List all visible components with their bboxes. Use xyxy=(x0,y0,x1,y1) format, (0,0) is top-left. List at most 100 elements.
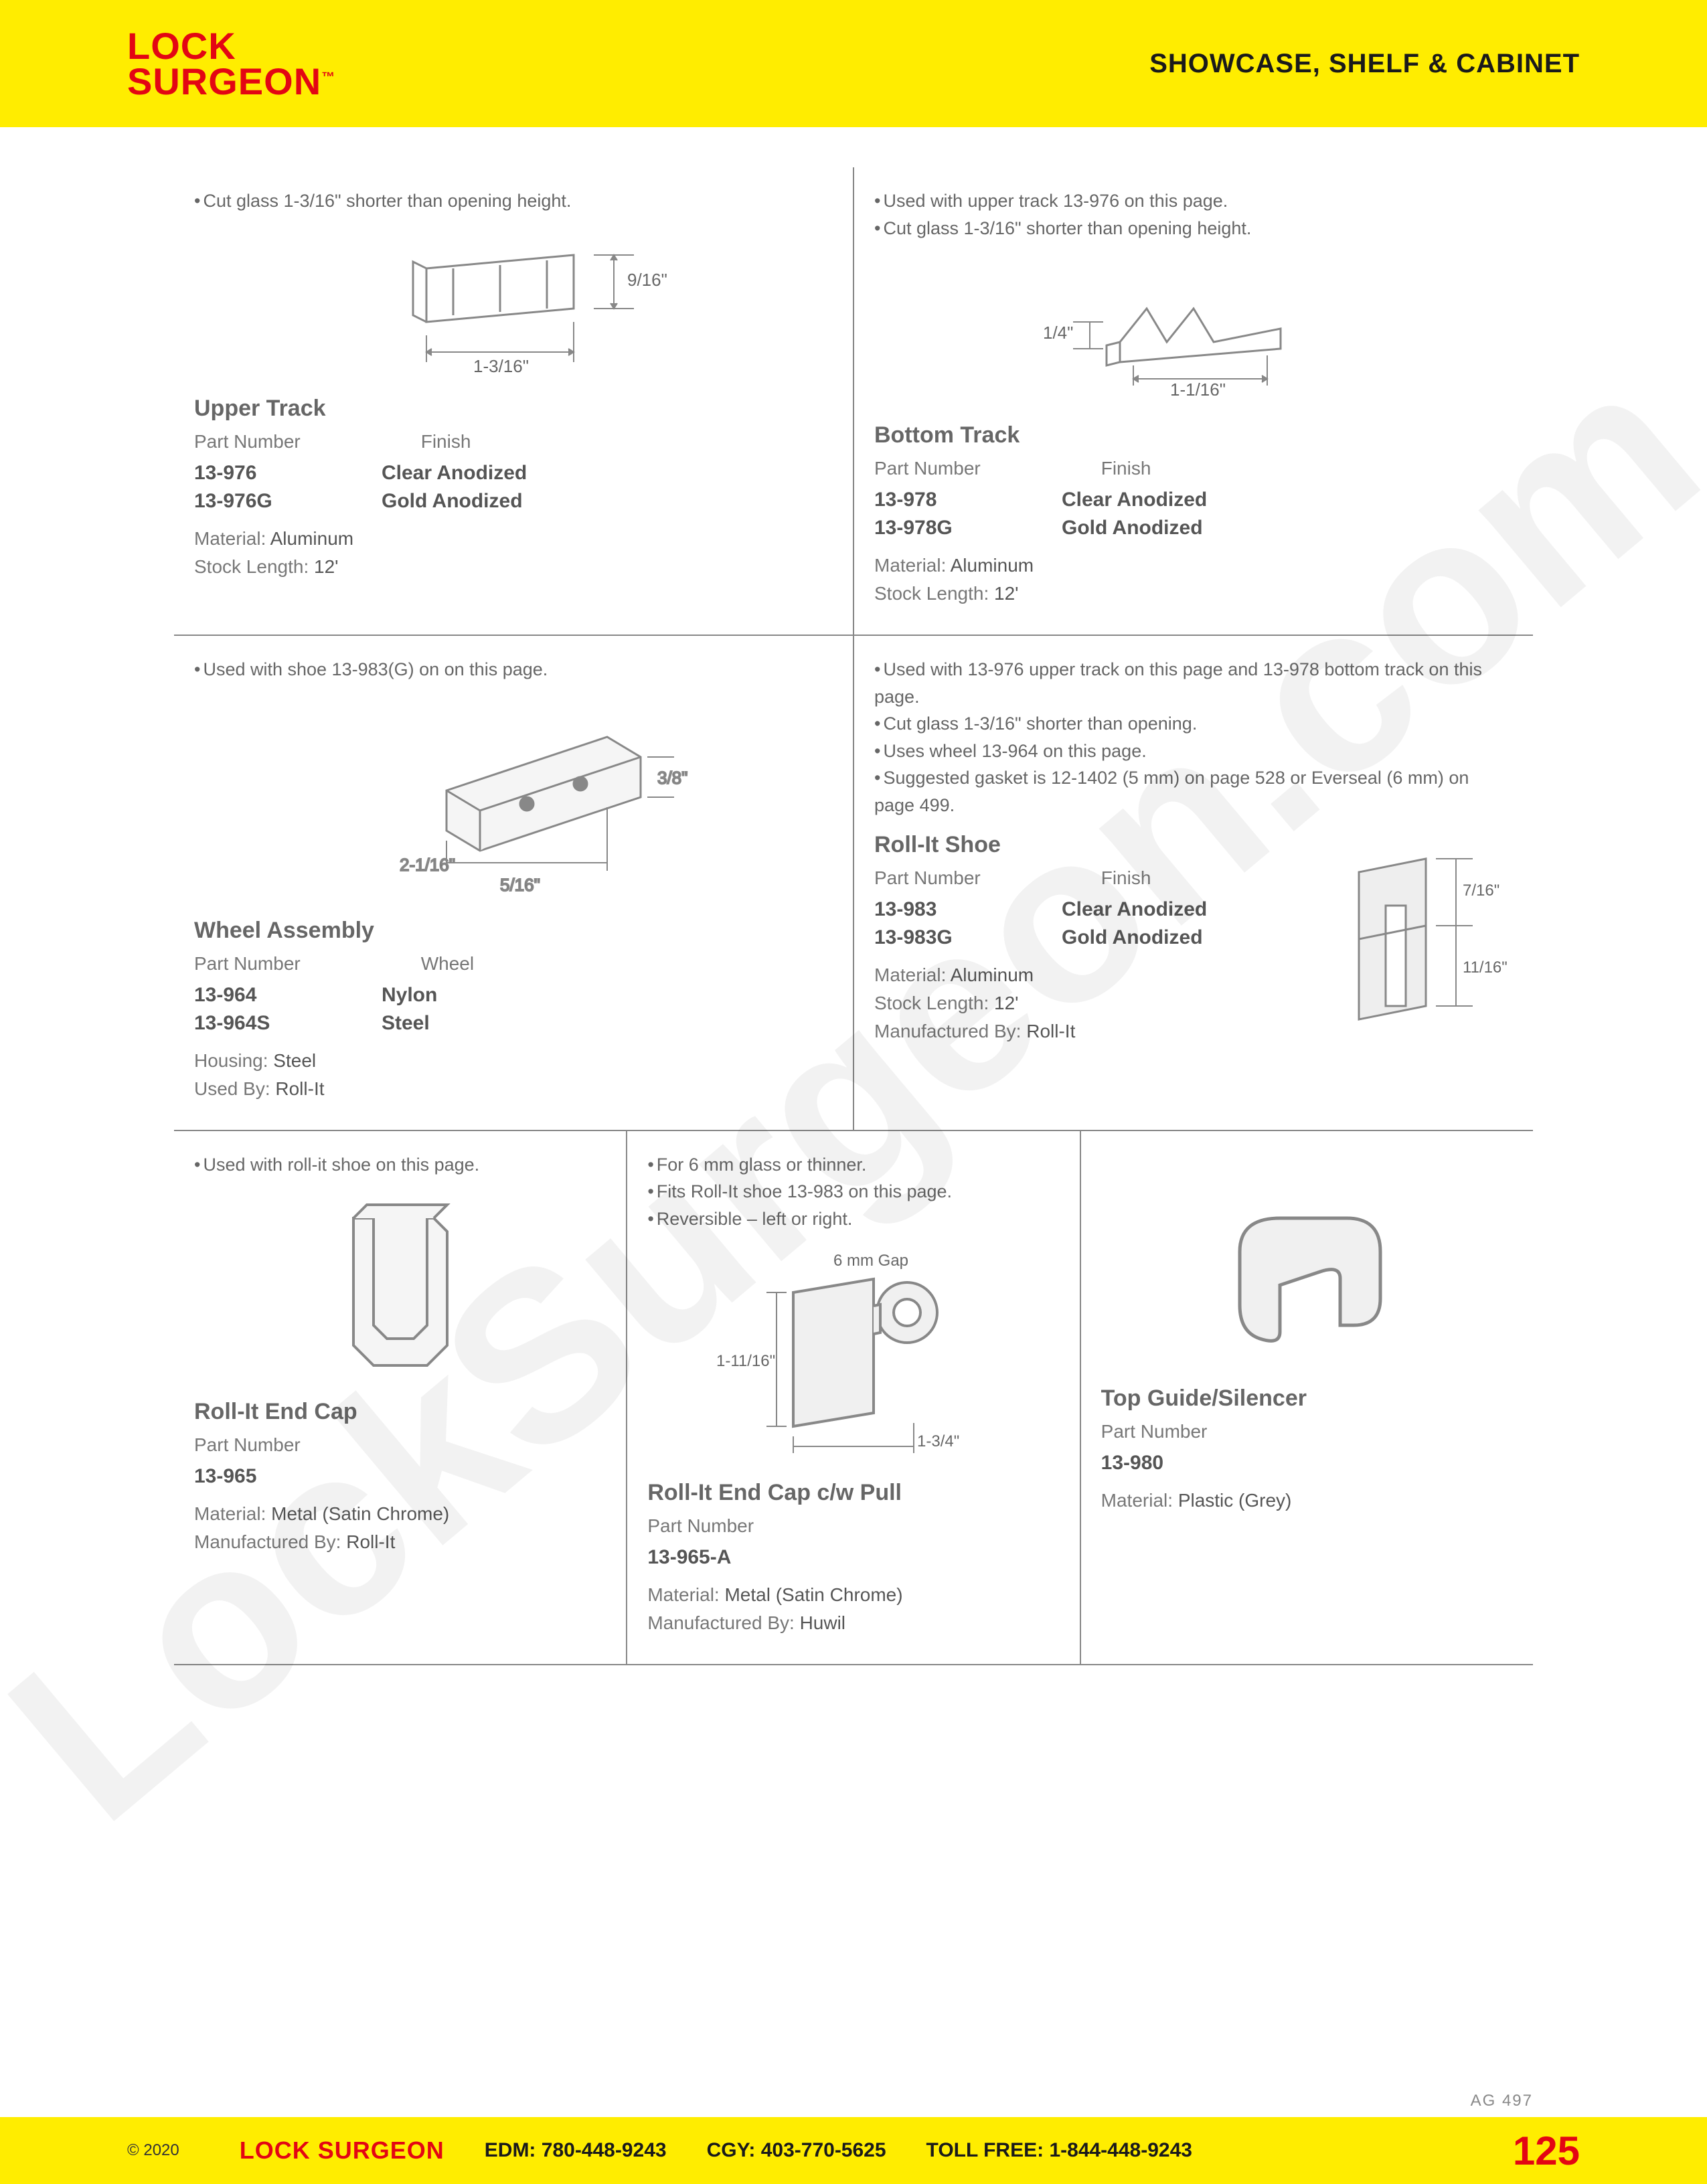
page-number: 125 xyxy=(1513,2128,1580,2174)
content-grid: Cut glass 1-3/16" shorter than opening h… xyxy=(0,127,1707,1665)
col-pn: Part Number xyxy=(194,1434,301,1456)
spec-body: 13-980 xyxy=(1101,1449,1513,1477)
notes: Used with roll-it shoe on this page. xyxy=(194,1151,606,1179)
dim-h: 5/16" xyxy=(500,875,540,895)
part-number: 13-964 xyxy=(194,981,328,1009)
meta: Material: Aluminum Stock Length: 12' Man… xyxy=(874,961,1312,1045)
section-title: SHOWCASE, SHELF & CABINET xyxy=(1149,49,1580,79)
part-number: 13-976 xyxy=(194,459,328,487)
dim-top: 7/16" xyxy=(1463,881,1499,900)
note: Cut glass 1-3/16" shorter than opening h… xyxy=(874,215,1513,242)
spec-body: 13-978 13-978G Clear Anodized Gold Anodi… xyxy=(874,486,1513,542)
notes: Cut glass 1-3/16" shorter than opening h… xyxy=(194,187,833,215)
copyright: © 2020 xyxy=(127,2141,179,2160)
notes: Used with shoe 13-983(G) on on this page… xyxy=(194,656,833,683)
col-pn: Part Number xyxy=(194,431,301,452)
footer-tollfree: TOLL FREE: 1-844-448-9243 xyxy=(926,2139,1192,2162)
diagram-bottom-track: 1/4" 1-1/16" xyxy=(874,255,1513,402)
col-pn: Part Number xyxy=(1101,1421,1208,1442)
meta: Material: Aluminum Stock Length: 12' xyxy=(874,552,1513,608)
logo-line2: SURGEON™ xyxy=(127,64,335,99)
spec-body: 13-983 13-983G Clear Anodized Gold Anodi… xyxy=(874,896,1312,952)
note: Fits Roll-It shoe 13-983 on this page. xyxy=(647,1178,1059,1205)
dim-h: 9/16" xyxy=(627,270,667,290)
col-finish: Finish xyxy=(1101,867,1151,889)
note: Reversible – left or right. xyxy=(647,1205,1059,1233)
part-number: 13-965 xyxy=(194,1462,328,1491)
meta: Material: Metal (Satin Chrome) Manufactu… xyxy=(647,1581,1059,1637)
dim-w: 3/8" xyxy=(657,768,687,788)
meta: Material: Aluminum Stock Length: 12' xyxy=(194,525,833,581)
col-finish: Finish xyxy=(421,431,471,452)
col-pn: Part Number xyxy=(874,867,981,889)
footer-cgy: CGY: 403-770-5625 xyxy=(707,2139,886,2162)
finish: Gold Anodized xyxy=(382,487,527,515)
row-3: Used with roll-it shoe on this page. Rol… xyxy=(174,1131,1533,1666)
dim-w: 1-3/16" xyxy=(473,356,529,375)
row-1: Cut glass 1-3/16" shorter than opening h… xyxy=(174,167,1533,636)
spec-header: Part Number Finish xyxy=(874,867,1312,889)
product-title: Roll-It End Cap c/w Pull xyxy=(647,1480,1059,1506)
brand-logo: LOCK SURGEON™ xyxy=(127,28,335,99)
diagram-upper-track: 9/16" 1-3/16" xyxy=(194,228,833,375)
col-wheel: Wheel xyxy=(421,953,474,975)
cell-upper-track: Cut glass 1-3/16" shorter than opening h… xyxy=(174,167,854,635)
spec-body: 13-976 13-976G Clear Anodized Gold Anodi… xyxy=(194,459,833,515)
wheel-type: Nylon xyxy=(382,981,515,1009)
part-number: 13-983 xyxy=(874,896,1008,924)
col-pn: Part Number xyxy=(874,458,981,479)
diagram-end-cap xyxy=(194,1191,606,1379)
diagram-end-cap-pull: 6 mm Gap 1-11/16 xyxy=(647,1246,1059,1460)
logo-line1: LOCK xyxy=(127,28,335,64)
part-number: 13-976G xyxy=(194,487,328,515)
product-title: Roll-It Shoe xyxy=(874,832,1312,858)
product-title: Upper Track xyxy=(194,396,833,422)
page-header: LOCK SURGEON™ SHOWCASE, SHELF & CABINET xyxy=(0,0,1707,127)
part-number: 13-964S xyxy=(194,1009,328,1037)
notes xyxy=(1101,1151,1513,1179)
spec-body: 13-965 xyxy=(194,1462,606,1491)
page-footer: © 2020 LOCK SURGEON EDM: 780-448-9243 CG… xyxy=(0,2117,1707,2184)
dim-bottom: 11/16" xyxy=(1463,958,1508,977)
product-title: Roll-It End Cap xyxy=(194,1399,606,1425)
cell-end-cap-pull: For 6 mm glass or thinner. Fits Roll-It … xyxy=(627,1131,1080,1665)
spec-body: 13-965-A xyxy=(647,1543,1059,1572)
footer-brand: LOCK SURGEON xyxy=(240,2136,444,2165)
part-number: 13-965-A xyxy=(647,1543,781,1572)
spec-header: Part Number Finish xyxy=(874,458,1513,479)
finish: Clear Anodized xyxy=(1062,896,1207,924)
cell-roll-it-shoe: Used with 13-976 upper track on this pag… xyxy=(854,636,1533,1130)
note: Suggested gasket is 12-1402 (5 mm) on pa… xyxy=(874,764,1513,819)
note: Used with roll-it shoe on this page. xyxy=(194,1151,606,1179)
note: Used with 13-976 upper track on this pag… xyxy=(874,656,1513,710)
notes: Used with 13-976 upper track on this pag… xyxy=(874,656,1513,819)
spec-header: Part Number xyxy=(194,1434,606,1456)
finish: Gold Anodized xyxy=(1062,514,1207,542)
dim-w: 1-3/4" xyxy=(917,1432,959,1450)
col-pn: Part Number xyxy=(194,953,301,975)
notes: Used with upper track 13-976 on this pag… xyxy=(874,187,1513,242)
note: For 6 mm glass or thinner. xyxy=(647,1151,1059,1179)
wheel-type: Steel xyxy=(382,1009,515,1037)
col-finish: Finish xyxy=(1101,458,1151,479)
notes: For 6 mm glass or thinner. Fits Roll-It … xyxy=(647,1151,1059,1233)
dim-gap: 6 mm Gap xyxy=(833,1252,908,1270)
col-pn: Part Number xyxy=(647,1515,754,1537)
finish: Gold Anodized xyxy=(1062,924,1207,952)
cell-wheel-assembly: Used with shoe 13-983(G) on on this page… xyxy=(174,636,854,1130)
dim-h: 1-11/16" xyxy=(716,1352,775,1370)
ag-code: AG 497 xyxy=(1471,2092,1533,2110)
product-title: Bottom Track xyxy=(874,422,1513,448)
note: Used with shoe 13-983(G) on on this page… xyxy=(194,656,833,683)
spec-header: Part Number Finish xyxy=(194,431,833,452)
part-number: 13-983G xyxy=(874,924,1008,952)
part-number: 13-978G xyxy=(874,514,1008,542)
meta: Material: Metal (Satin Chrome) Manufactu… xyxy=(194,1500,606,1556)
finish: Clear Anodized xyxy=(1062,486,1207,514)
finish: Clear Anodized xyxy=(382,459,527,487)
part-number: 13-980 xyxy=(1101,1449,1235,1477)
product-title: Top Guide/Silencer xyxy=(1101,1385,1513,1412)
product-title: Wheel Assembly xyxy=(194,918,833,944)
spec-header: Part Number xyxy=(647,1515,1059,1537)
dim-l: 2-1/16" xyxy=(400,855,455,875)
